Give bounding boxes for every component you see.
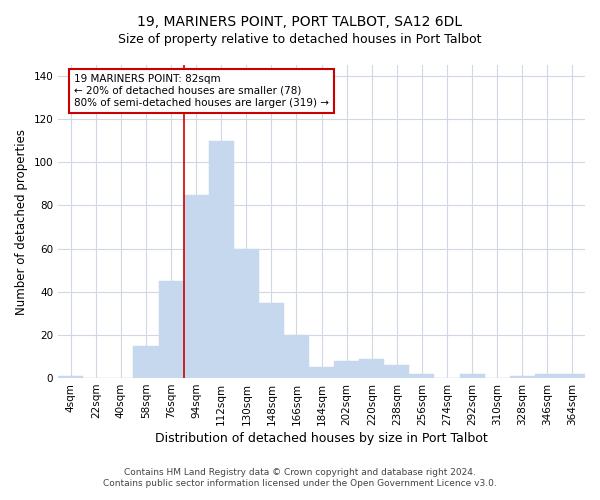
Bar: [158, 281, 184, 378]
Bar: [334, 361, 359, 378]
Bar: [133, 346, 158, 378]
Bar: [234, 248, 259, 378]
Bar: [560, 374, 585, 378]
X-axis label: Distribution of detached houses by size in Port Talbot: Distribution of detached houses by size …: [155, 432, 488, 445]
Bar: [259, 302, 284, 378]
Bar: [385, 365, 409, 378]
Bar: [460, 374, 485, 378]
Bar: [535, 374, 560, 378]
Bar: [359, 358, 385, 378]
Text: 19, MARINERS POINT, PORT TALBOT, SA12 6DL: 19, MARINERS POINT, PORT TALBOT, SA12 6D…: [137, 15, 463, 29]
Bar: [209, 140, 234, 378]
Bar: [58, 376, 83, 378]
Bar: [409, 374, 434, 378]
Bar: [510, 376, 535, 378]
Bar: [184, 194, 209, 378]
Text: Size of property relative to detached houses in Port Talbot: Size of property relative to detached ho…: [118, 32, 482, 46]
Text: 19 MARINERS POINT: 82sqm
← 20% of detached houses are smaller (78)
80% of semi-d: 19 MARINERS POINT: 82sqm ← 20% of detach…: [74, 74, 329, 108]
Y-axis label: Number of detached properties: Number of detached properties: [15, 128, 28, 314]
Bar: [309, 368, 334, 378]
Text: Contains HM Land Registry data © Crown copyright and database right 2024.
Contai: Contains HM Land Registry data © Crown c…: [103, 468, 497, 487]
Bar: [284, 335, 309, 378]
